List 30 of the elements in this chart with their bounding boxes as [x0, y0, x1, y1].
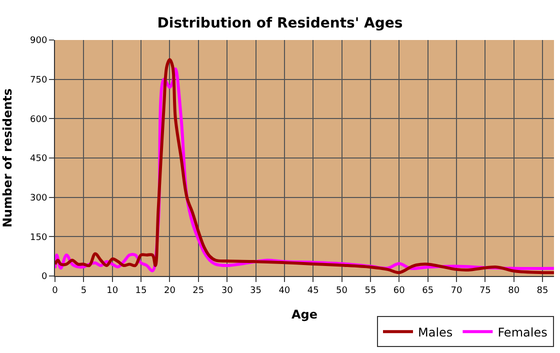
x-tick-label: 10 — [106, 286, 118, 296]
legend-label: Females — [498, 325, 548, 340]
x-tick-label: 40 — [278, 286, 290, 296]
y-tick-label: 750 — [30, 75, 48, 86]
x-tick-label: 60 — [393, 286, 406, 296]
x-tick-label: 0 — [52, 286, 58, 296]
x-tick-label: 35 — [250, 286, 262, 296]
x-tick-label: 65 — [422, 286, 434, 296]
y-tick-label: 900 — [30, 36, 48, 46]
legend-label: Males — [418, 325, 453, 340]
x-tick-label: 50 — [336, 286, 348, 296]
x-tick-label: 45 — [307, 286, 319, 296]
y-axis-title: Number of residents — [0, 88, 14, 228]
x-tick-label: 85 — [536, 286, 548, 296]
x-tick-label: 80 — [508, 286, 520, 296]
x-tick-label: 55 — [364, 286, 376, 296]
x-tick-label: 15 — [135, 286, 147, 296]
x-tick-label: 20 — [164, 286, 176, 296]
y-tick-label: 450 — [30, 154, 48, 164]
x-tick-label: 75 — [479, 286, 491, 296]
y-tick-label: 300 — [30, 193, 48, 204]
x-tick-label: 5 — [80, 286, 87, 296]
x-tick-label: 30 — [221, 286, 234, 296]
x-tick-label: 25 — [192, 286, 204, 296]
y-tick-label: 150 — [30, 232, 48, 243]
x-tick-label: 70 — [450, 286, 462, 296]
chart-title: Distribution of Residents' Ages — [157, 15, 403, 32]
x-axis-title: Age — [291, 308, 318, 322]
y-tick-label: 600 — [30, 114, 48, 125]
y-tick-label: 0 — [41, 272, 48, 282]
